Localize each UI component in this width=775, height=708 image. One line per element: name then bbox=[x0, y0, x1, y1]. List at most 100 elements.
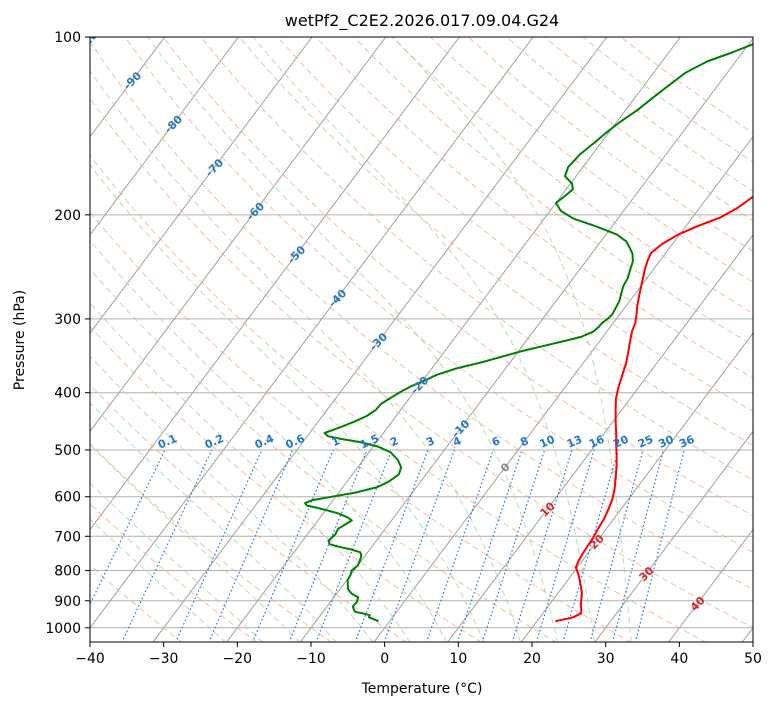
moist-adiabat bbox=[90, 164, 485, 642]
isotherm-label: -70 bbox=[203, 156, 226, 179]
isotherm-label: 10 bbox=[538, 499, 558, 519]
isotherm-label: -80 bbox=[162, 112, 185, 135]
mixing-ratio-label: 16 bbox=[587, 433, 607, 451]
moist-adiabat bbox=[90, 69, 522, 642]
mixing-ratio-label: 25 bbox=[636, 433, 655, 451]
plot-frame bbox=[89, 36, 754, 643]
dry-adiabat bbox=[162, 37, 753, 517]
mixing-ratio-line bbox=[562, 449, 619, 642]
mixing-ratio-line bbox=[456, 449, 523, 642]
mixing-ratio-line bbox=[589, 449, 644, 642]
dry-adiabat bbox=[90, 40, 753, 591]
mixing-ratio-line bbox=[208, 449, 294, 642]
y-tick-label: 100 bbox=[54, 30, 81, 46]
isotherm-line bbox=[447, 234, 753, 642]
isotherm-line bbox=[152, 37, 608, 642]
y-axis: 1000 900 800 700 600 500 400 300 200 100 bbox=[45, 30, 90, 637]
line-labels: 0.1 0.2 0.4 0.6 1 1.5 2 3 4 6 8 10 13 16 20 25 30 36-100-… bbox=[90, 37, 708, 614]
mixing-ratio-line bbox=[288, 449, 368, 642]
mixing-ratio-line bbox=[252, 449, 334, 642]
dry-adiabat bbox=[90, 211, 632, 642]
x-tick-label: −10 bbox=[296, 651, 326, 667]
isotherm-line bbox=[668, 528, 753, 642]
sounding-profiles bbox=[304, 43, 753, 623]
y-tick-label: 200 bbox=[54, 208, 81, 224]
x-tick-label: 10 bbox=[449, 651, 467, 667]
mixing-ratio-label: 6 bbox=[490, 434, 503, 449]
mixing-ratio-line bbox=[634, 449, 685, 642]
x-tick-label: −30 bbox=[149, 651, 179, 667]
mixing-ratio-label: 0.6 bbox=[284, 432, 307, 452]
y-tick-label: 1000 bbox=[45, 621, 81, 637]
isotherm-line bbox=[90, 37, 387, 433]
isotherm-label: -50 bbox=[285, 243, 308, 266]
moist-adiabat bbox=[90, 482, 263, 642]
isotherm-label: 30 bbox=[637, 564, 657, 584]
isotherm-line bbox=[520, 332, 753, 642]
isotherm-line bbox=[90, 37, 313, 334]
mixing-ratio-label: 0.2 bbox=[203, 432, 226, 452]
isotherm-label: -30 bbox=[367, 330, 390, 353]
moist-adiabat bbox=[252, 37, 595, 642]
mixing-ratio-line bbox=[481, 449, 546, 642]
dry-adiabat bbox=[90, 384, 407, 642]
moist-adiabat bbox=[90, 355, 374, 642]
dry-adiabat bbox=[467, 37, 753, 252]
isotherm-label: 0 bbox=[498, 460, 513, 475]
mixing-ratio-line bbox=[174, 449, 263, 642]
x-tick-label: −20 bbox=[223, 651, 253, 667]
mixing-ratio-label: 10 bbox=[538, 433, 558, 451]
mixing-ratio-label: 36 bbox=[677, 433, 697, 451]
mixing-ratio-line bbox=[611, 449, 665, 642]
isotherm-line bbox=[594, 430, 753, 642]
dry-adiabat bbox=[239, 37, 753, 447]
x-axis: −40 −30 −20 −10 0 10 20 30 40 50 bbox=[75, 642, 762, 667]
dry-adiabat bbox=[315, 37, 753, 379]
dry-adiabat bbox=[90, 268, 557, 642]
dry-adiabat bbox=[200, 37, 753, 481]
isotherm-line bbox=[299, 37, 753, 642]
mixing-ratio-line bbox=[535, 449, 595, 642]
mixing-ratio-label: 3 bbox=[424, 434, 436, 449]
x-tick-label: 20 bbox=[523, 651, 541, 667]
mixing-ratio-label: 13 bbox=[565, 433, 584, 451]
dry-adiabat bbox=[90, 503, 258, 642]
isotherm-line bbox=[226, 37, 681, 642]
moist-adiabat bbox=[90, 518, 226, 642]
y-tick-label: 500 bbox=[54, 443, 81, 459]
dry-adiabat bbox=[353, 37, 753, 347]
dry-adiabat bbox=[90, 154, 707, 642]
mixing-ratio-label: 1 bbox=[330, 434, 342, 449]
isotherm-line bbox=[90, 37, 534, 629]
x-tick-label: 30 bbox=[597, 651, 615, 667]
moist-adiabat bbox=[90, 402, 337, 642]
isotherm-line bbox=[90, 37, 460, 531]
y-tick-label: 900 bbox=[54, 594, 81, 610]
isotherm-label: 20 bbox=[587, 532, 607, 552]
mixing-ratio-line bbox=[511, 449, 573, 642]
thermodynamic-background bbox=[90, 37, 753, 642]
isotherm-line bbox=[90, 37, 239, 236]
mixing-ratio-line bbox=[315, 449, 393, 642]
y-tick-label: 700 bbox=[54, 529, 81, 545]
dry-adiabat bbox=[506, 37, 753, 222]
x-tick-label: −40 bbox=[75, 651, 105, 667]
moist-adiabat bbox=[147, 37, 558, 642]
x-axis-label: Temperature (°C) bbox=[361, 681, 483, 697]
isotherm-line bbox=[741, 626, 753, 642]
moist-adiabat bbox=[90, 239, 448, 642]
y-axis-label: Pressure (hPa) bbox=[12, 290, 28, 390]
moist-adiabat bbox=[90, 443, 300, 642]
mixing-ratio-label: 2 bbox=[388, 434, 400, 449]
x-tick-label: 0 bbox=[380, 651, 389, 667]
isotherm-label: -90 bbox=[121, 69, 144, 92]
mixing-ratio-label: 0.4 bbox=[253, 432, 276, 452]
dry-adiabat bbox=[90, 97, 753, 629]
y-tick-label: 600 bbox=[54, 490, 81, 506]
chart-title: wetPf2_C2E2.2026.017.09.04.G24 bbox=[285, 11, 559, 31]
dry-adiabat bbox=[277, 37, 753, 413]
mixing-ratio-label: 20 bbox=[611, 433, 631, 451]
moist-adiabat bbox=[90, 302, 411, 642]
mixing-ratio-line bbox=[383, 449, 456, 642]
